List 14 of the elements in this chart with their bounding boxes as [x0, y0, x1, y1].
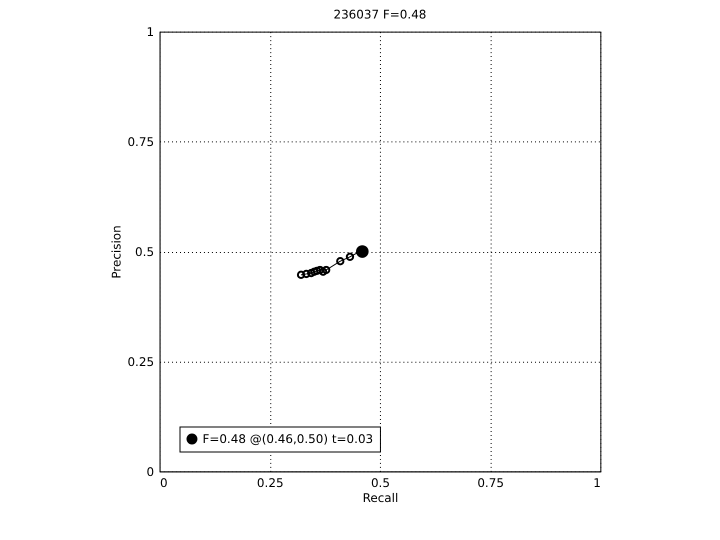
y-tick-label: 1: [146, 25, 154, 40]
y-tick-label: 0.25: [127, 354, 154, 369]
y-tick-label: 0: [146, 464, 154, 479]
x-tick-label: 0.75: [477, 476, 504, 490]
y-axis-title: Precision: [109, 225, 124, 279]
x-tick-label: 0.25: [256, 476, 284, 490]
legend-label: F=0.48 @(0.46,0.50) t=0.03: [202, 432, 374, 446]
x-tick-label: 0.5: [370, 476, 390, 490]
chart-title: 236037 F=0.48: [333, 8, 426, 22]
x-axis-title: Recall: [362, 490, 398, 505]
x-tick-label: 1: [593, 476, 601, 490]
y-tick-label: 0.5: [135, 245, 154, 260]
x-tick-label: 0: [160, 476, 168, 490]
y-tick-label: 0.75: [127, 135, 154, 150]
